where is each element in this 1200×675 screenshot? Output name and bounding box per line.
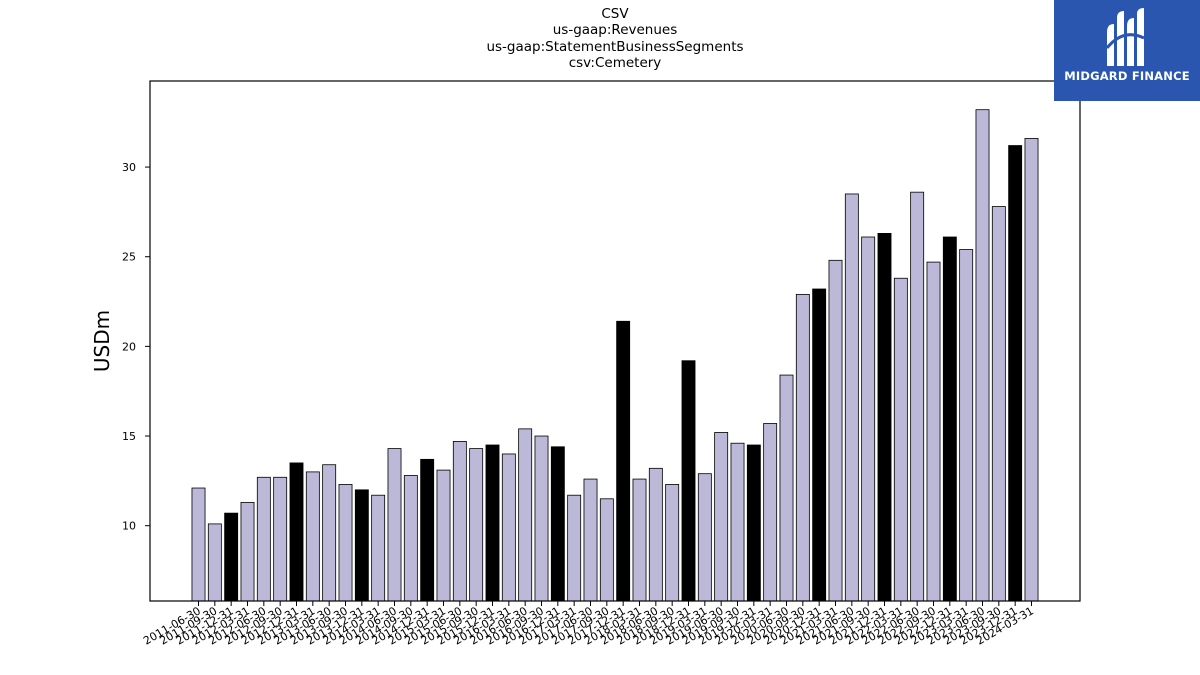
bar-2023-12-31: [1008, 145, 1023, 602]
bar-2021-09-30: [861, 236, 876, 602]
bar-2013-06-30: [322, 464, 337, 602]
bar-2019-09-30: [730, 442, 745, 602]
bar-2018-09-30: [665, 484, 680, 602]
bar-2011-06-30: [191, 487, 206, 602]
bar-2021-12-31: [877, 233, 892, 602]
bar-2020-03-31: [763, 423, 778, 602]
bar-2018-03-31: [632, 478, 647, 602]
bar-2011-09-30: [207, 523, 222, 602]
bar-2023-06-30: [975, 109, 990, 602]
x-axis: 2011-06-302011-09-302011-12-312012-03-31…: [141, 601, 1036, 648]
plot-frame: [149, 80, 1081, 602]
y-tick-label-10: 10: [122, 520, 136, 533]
bar-2017-03-31: [567, 494, 582, 602]
chart-title: CSV us-gaap:Revenues us-gaap:StatementBu…: [150, 6, 1080, 72]
bar-2020-09-30: [795, 293, 810, 602]
bar-2013-03-31: [305, 471, 320, 602]
bar-2012-12-31: [289, 462, 304, 602]
bar-2011-12-31: [224, 512, 239, 602]
bar-2012-06-30: [256, 476, 271, 602]
y-tick-label-15: 15: [122, 430, 136, 443]
bar-2022-12-31: [942, 236, 957, 602]
bar-2014-12-31: [420, 458, 435, 602]
bars-layer: [191, 109, 1039, 602]
bar-2021-03-31: [828, 259, 843, 602]
bar-2018-12-31: [681, 360, 696, 602]
bar-2022-06-30: [910, 191, 925, 602]
bar-2015-09-30: [469, 448, 484, 602]
y-tick-label-20: 20: [122, 340, 136, 353]
bar-2020-12-31: [812, 288, 827, 602]
bar-2022-09-30: [926, 261, 941, 602]
y-axis-label: USDm: [90, 310, 114, 372]
bar-2022-03-31: [893, 277, 908, 602]
y-tick-label-30: 30: [122, 161, 136, 174]
bar-2015-06-30: [452, 441, 467, 602]
bar-2017-12-31: [616, 320, 631, 602]
bar-2024-03-31: [1024, 137, 1039, 602]
logo-text: MIDGARD FINANCE: [1064, 69, 1190, 83]
bar-2016-09-30: [534, 435, 549, 602]
y-axis: 10 15 20 25 30: [122, 161, 150, 533]
bar-2021-06-30: [844, 193, 859, 602]
y-tick-label-25: 25: [122, 251, 136, 264]
bar-2017-09-30: [599, 498, 614, 602]
bar-2012-03-31: [240, 501, 255, 602]
chart-title-line-2: us-gaap:Revenues: [552, 22, 678, 39]
bar-2015-12-31: [485, 444, 500, 602]
bar-2019-12-31: [746, 444, 761, 602]
bar-2016-03-31: [501, 453, 516, 602]
bar-2014-09-30: [403, 475, 418, 602]
bar-2013-12-31: [354, 489, 369, 602]
bar-2019-03-31: [697, 473, 712, 602]
bar-2019-06-30: [714, 432, 729, 602]
bar-2016-06-30: [518, 428, 533, 602]
bar-2017-06-30: [583, 478, 598, 602]
bar-2015-03-31: [436, 469, 451, 602]
bar-2013-09-30: [338, 484, 353, 602]
bar-2014-06-30: [387, 448, 402, 602]
bar-2023-03-31: [959, 249, 974, 602]
chart-title-line-1: CSV: [601, 6, 629, 22]
bar-2023-09-30: [991, 206, 1006, 602]
bar-2012-09-30: [273, 476, 288, 602]
bar-2018-06-30: [648, 467, 663, 602]
chart-title-line-3: us-gaap:StatementBusinessSegments: [486, 38, 744, 55]
bar-2016-12-31: [550, 446, 565, 602]
bar-2014-03-31: [371, 494, 386, 602]
bar-2020-06-30: [779, 374, 794, 602]
midgard-finance-logo: MIDGARD FINANCE: [1054, 0, 1200, 101]
midgard-logo-icon: [1105, 8, 1145, 66]
chart-title-line-4: csv:Cemetery: [568, 55, 662, 72]
